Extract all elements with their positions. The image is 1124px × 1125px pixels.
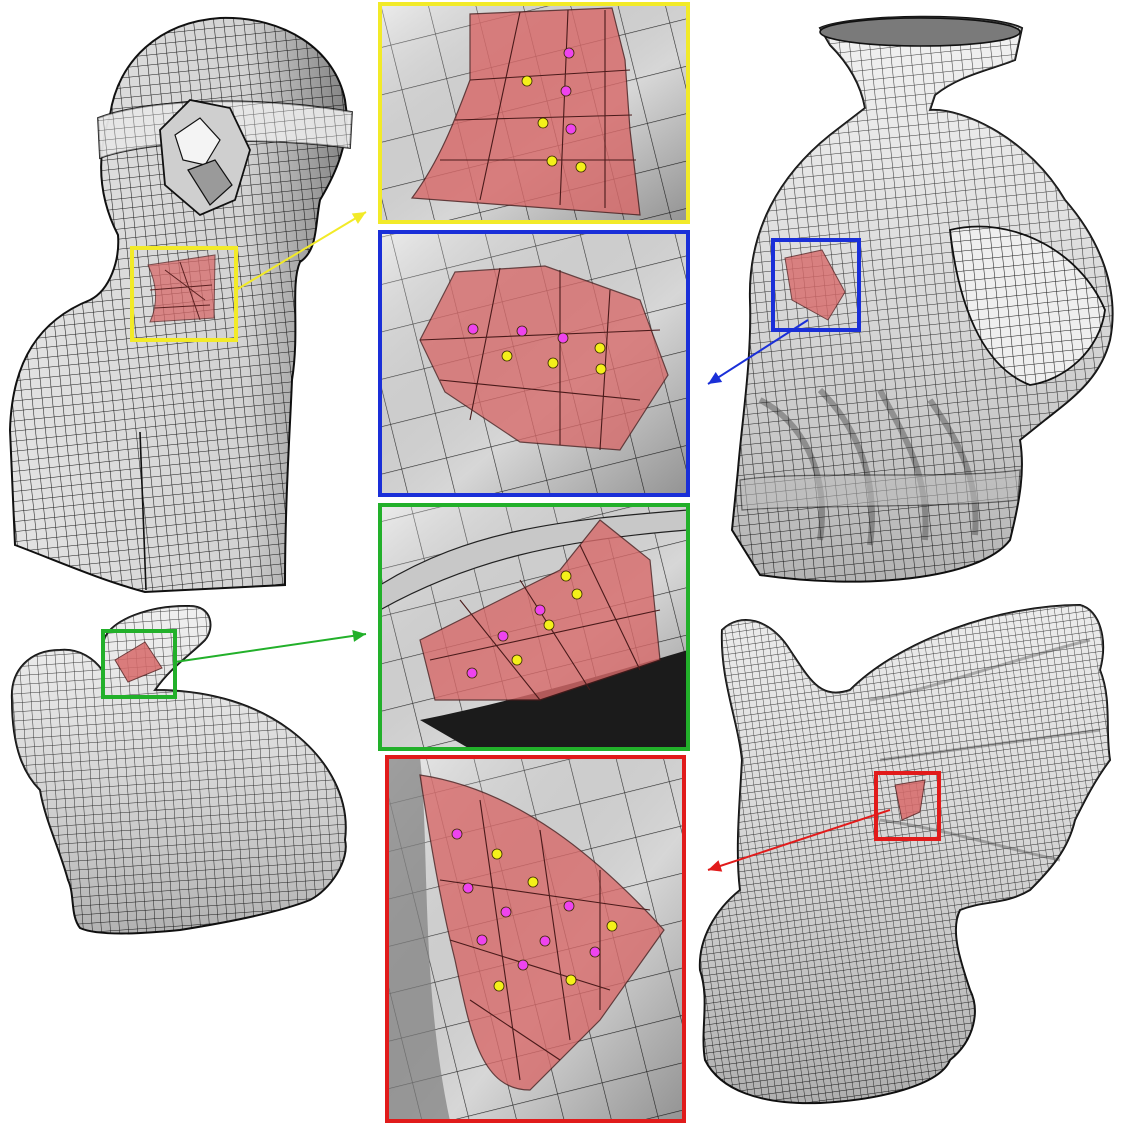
lion-vase-source-box <box>771 238 861 332</box>
yellow-vertex-dot <box>606 920 618 932</box>
gargoyle-connector-line <box>707 809 891 871</box>
lion-vase-zoom-frame <box>378 230 690 497</box>
bust-connector-line <box>235 211 367 291</box>
magenta-vertex-dot <box>539 935 551 947</box>
yellow-vertex-dot <box>565 974 577 986</box>
magenta-vertex-dot <box>497 630 509 642</box>
zoom-panel-blue <box>380 232 688 495</box>
magenta-vertex-dot <box>589 946 601 958</box>
magenta-vertex-dot <box>560 85 572 97</box>
zoom-panel-red <box>387 757 684 1121</box>
lion-vase-arrowhead <box>708 371 723 384</box>
yellow-vertex-dot <box>560 570 572 582</box>
lion-vase-model <box>730 15 1114 583</box>
magenta-vertex-dot <box>516 325 528 337</box>
gargoyle-model <box>698 603 1112 1105</box>
magenta-vertex-dot <box>476 934 488 946</box>
magenta-vertex-dot <box>563 900 575 912</box>
yellow-vertex-dot <box>527 876 539 888</box>
gargoyle-source-box <box>874 771 941 841</box>
magenta-vertex-dot <box>466 667 478 679</box>
yellow-vertex-dot <box>537 117 549 129</box>
bust-zoom-frame <box>378 2 690 224</box>
yellow-vertex-dot <box>511 654 523 666</box>
bunny-connector-line <box>174 633 367 663</box>
yellow-vertex-dot <box>493 980 505 992</box>
bust-arrowhead <box>351 212 366 224</box>
magenta-vertex-dot <box>565 123 577 135</box>
lion-vase-connector-line <box>707 319 809 385</box>
bunny-source-box <box>101 629 177 699</box>
yellow-vertex-dot <box>546 155 558 167</box>
yellow-vertex-dot <box>543 619 555 631</box>
yellow-vertex-dot <box>595 363 607 375</box>
zoom-panel-yellow <box>380 4 688 222</box>
yellow-vertex-dot <box>575 161 587 173</box>
bust-source-box <box>130 246 238 342</box>
magenta-vertex-dot <box>451 828 463 840</box>
yellow-vertex-dot <box>571 588 583 600</box>
bunny-arrowhead <box>352 629 366 642</box>
gargoyle-zoom-frame <box>385 755 686 1123</box>
yellow-vertex-dot <box>547 357 559 369</box>
magenta-vertex-dot <box>557 332 569 344</box>
magenta-vertex-dot <box>467 323 479 335</box>
bust-model <box>8 16 353 594</box>
yellow-vertex-dot <box>501 350 513 362</box>
yellow-vertex-dot <box>491 848 503 860</box>
bunny-model <box>10 604 347 935</box>
magenta-vertex-dot <box>534 604 546 616</box>
zoom-panel-green <box>380 505 688 749</box>
magenta-vertex-dot <box>462 882 474 894</box>
bunny-zoom-frame <box>378 503 690 751</box>
yellow-vertex-dot <box>521 75 533 87</box>
magenta-vertex-dot <box>517 959 529 971</box>
yellow-vertex-dot <box>594 342 606 354</box>
gargoyle-arrowhead <box>708 860 723 872</box>
magenta-vertex-dot <box>500 906 512 918</box>
magenta-vertex-dot <box>563 47 575 59</box>
